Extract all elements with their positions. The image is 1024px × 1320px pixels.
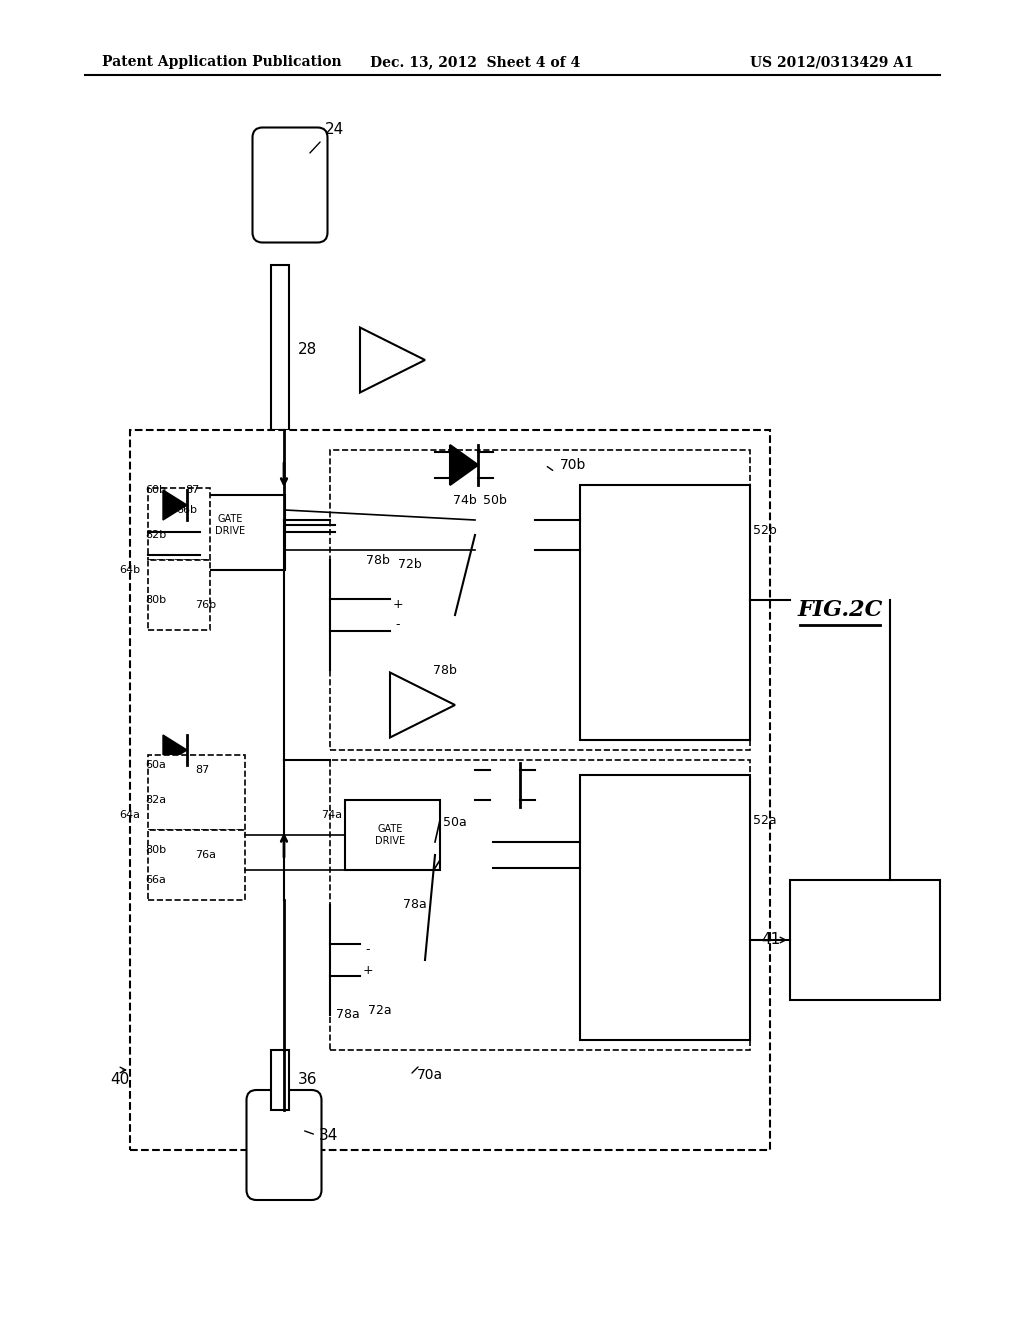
Bar: [345, 800, 440, 870]
Text: 60a: 60a: [145, 760, 166, 770]
FancyBboxPatch shape: [247, 1090, 322, 1200]
Text: 50a: 50a: [443, 816, 467, 829]
Text: 52a: 52a: [753, 813, 776, 826]
Text: 52b: 52b: [753, 524, 777, 536]
Text: GATE
DRIVE: GATE DRIVE: [215, 515, 245, 536]
Text: Patent Application Publication: Patent Application Publication: [102, 55, 342, 69]
Text: +: +: [392, 598, 403, 611]
Polygon shape: [450, 445, 478, 484]
Bar: [148, 830, 245, 900]
Text: 78a: 78a: [403, 899, 427, 912]
Text: 78b: 78b: [366, 553, 390, 566]
Text: 76a: 76a: [195, 850, 216, 861]
Text: 80b: 80b: [145, 845, 166, 855]
Bar: [580, 775, 750, 1040]
Text: 72a: 72a: [369, 1003, 392, 1016]
Text: -: -: [366, 944, 371, 957]
Text: 66b: 66b: [176, 506, 197, 515]
Bar: [148, 488, 210, 560]
Text: 60b: 60b: [145, 484, 166, 495]
Text: 34: 34: [319, 1127, 338, 1143]
Text: 70b: 70b: [560, 458, 587, 473]
FancyBboxPatch shape: [330, 450, 750, 750]
Polygon shape: [490, 763, 520, 807]
Text: 41: 41: [761, 932, 780, 948]
Bar: [580, 484, 750, 741]
Bar: [148, 755, 245, 830]
Bar: [271, 265, 289, 430]
Text: 80b: 80b: [145, 595, 166, 605]
FancyBboxPatch shape: [330, 760, 750, 1049]
Text: 70a: 70a: [417, 1068, 443, 1082]
Polygon shape: [163, 735, 187, 766]
Text: 82b: 82b: [145, 531, 166, 540]
Text: 28: 28: [298, 342, 317, 358]
Text: 87: 87: [185, 484, 200, 495]
Text: Dec. 13, 2012  Sheet 4 of 4: Dec. 13, 2012 Sheet 4 of 4: [370, 55, 581, 69]
Text: 78b: 78b: [433, 664, 457, 676]
Text: +: +: [362, 964, 374, 977]
Text: 36: 36: [298, 1072, 317, 1088]
Text: 78a: 78a: [336, 1008, 359, 1022]
Text: FIG.2C: FIG.2C: [798, 599, 883, 620]
Text: US 2012/0313429 A1: US 2012/0313429 A1: [750, 55, 913, 69]
Text: 64a: 64a: [119, 810, 140, 820]
Text: 76b: 76b: [195, 601, 216, 610]
Bar: [271, 1049, 289, 1110]
Text: 87: 87: [195, 766, 209, 775]
Text: 82a: 82a: [145, 795, 166, 805]
Text: 50b: 50b: [483, 494, 507, 507]
Text: 74b: 74b: [454, 494, 477, 507]
Bar: [200, 495, 285, 570]
Text: 72b: 72b: [398, 558, 422, 572]
FancyBboxPatch shape: [130, 430, 770, 1150]
Text: 66a: 66a: [145, 875, 166, 884]
Bar: [148, 560, 210, 630]
Text: 64b: 64b: [119, 565, 140, 576]
Text: -: -: [395, 619, 400, 631]
FancyBboxPatch shape: [253, 128, 328, 243]
Text: 40: 40: [110, 1072, 129, 1088]
Polygon shape: [163, 490, 187, 520]
Text: 24: 24: [325, 123, 344, 137]
Text: 74a: 74a: [321, 810, 342, 820]
Text: GATE
DRIVE: GATE DRIVE: [375, 824, 406, 846]
Bar: [790, 880, 940, 1001]
